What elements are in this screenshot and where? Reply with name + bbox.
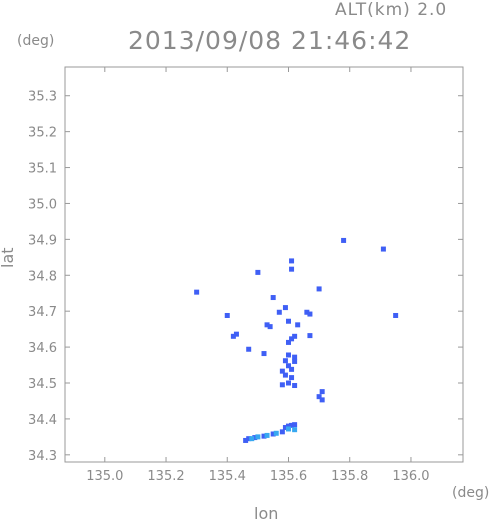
y-tick-label: 35.3 [28,90,57,105]
echo-point [246,346,252,352]
datetime-title: 2013/09/08 21:46:42 [128,26,412,55]
echo-point [261,351,267,357]
echo-point [341,237,347,243]
echo-point [289,336,295,342]
echo-point [393,312,399,318]
echo-point [289,375,295,381]
echo-point [307,311,313,317]
y-unit-label: (deg) [17,33,55,49]
x-tick-label: 135.2 [147,469,184,484]
y-ticks: 34.3 34.4 34.5 34.6 34.7 34.8 34.9 35.0 35.1 35.2… [28,90,463,464]
echo-point [319,397,325,403]
x-tick-label: 136.0 [392,469,429,484]
echo-point [261,433,267,439]
echo-point [224,312,230,318]
echo-point [289,258,295,264]
y-tick-label: 34.8 [28,269,57,284]
echo-point [249,436,255,442]
echo-point [304,309,310,315]
echo-point [264,322,270,328]
y-tick-label: 34.7 [28,305,57,320]
echo-point [243,437,249,443]
echo-point [292,333,298,339]
echo-point [316,394,322,400]
y-tick-label: 34.9 [28,233,57,248]
echo-point [285,352,291,358]
echo-point [276,309,282,315]
echo-point [270,295,276,301]
echo-point [255,269,261,275]
echo-point [285,318,291,324]
x-tick-label: 135.6 [270,469,307,484]
echo-point [295,322,301,328]
echo-point [307,333,313,339]
echo-point [285,423,291,429]
echo-point [289,366,295,372]
plot-frame [64,66,464,463]
echo-point [279,368,285,374]
echo-point [319,389,325,395]
echo-point [255,434,261,440]
y-tick-label: 35.0 [28,197,57,212]
altitude-label: ALT(km) 2.0 [335,0,448,20]
x-axis-label: lon [254,504,279,523]
echo-point [282,358,288,364]
echo-point [292,422,298,428]
x-tick-label: 135.4 [209,469,246,484]
echo-point [316,286,322,292]
echo-point [267,324,273,330]
y-tick-label: 35.2 [28,126,57,141]
y-tick-label: 34.3 [28,449,57,464]
echo-point [292,383,298,389]
echo-point [230,333,236,339]
echo-point [282,305,288,311]
echo-point [264,432,270,438]
echo-point [289,266,295,272]
echo-point [289,422,295,428]
y-tick-label: 35.1 [28,162,57,177]
echo-point [270,431,276,437]
echo-point [279,382,285,388]
echo-point [380,246,386,252]
echo-point [285,339,291,345]
echo-point [285,426,291,432]
x-unit-label: (deg) [452,485,490,501]
data-points [194,237,399,443]
echo-point [282,425,288,431]
echo-point [279,429,285,435]
x-ticks: 135.0 135.2 135.4 135.6 135.8 136.0 [86,67,430,484]
echo-point [285,380,291,386]
x-tick-label: 135.8 [331,469,368,484]
echo-point [282,372,288,378]
echo-point [273,430,279,436]
echo-point [233,331,239,337]
echo-point [252,435,258,441]
echo-point [194,289,200,295]
echo-point [292,354,298,360]
y-tick-label: 34.4 [28,413,57,428]
echo-point [292,358,298,364]
echo-point [246,436,252,442]
x-tick-label: 135.0 [86,469,123,484]
echo-point [292,427,298,433]
echo-point [285,363,291,369]
y-tick-label: 34.6 [28,341,57,356]
y-tick-label: 34.5 [28,377,57,392]
